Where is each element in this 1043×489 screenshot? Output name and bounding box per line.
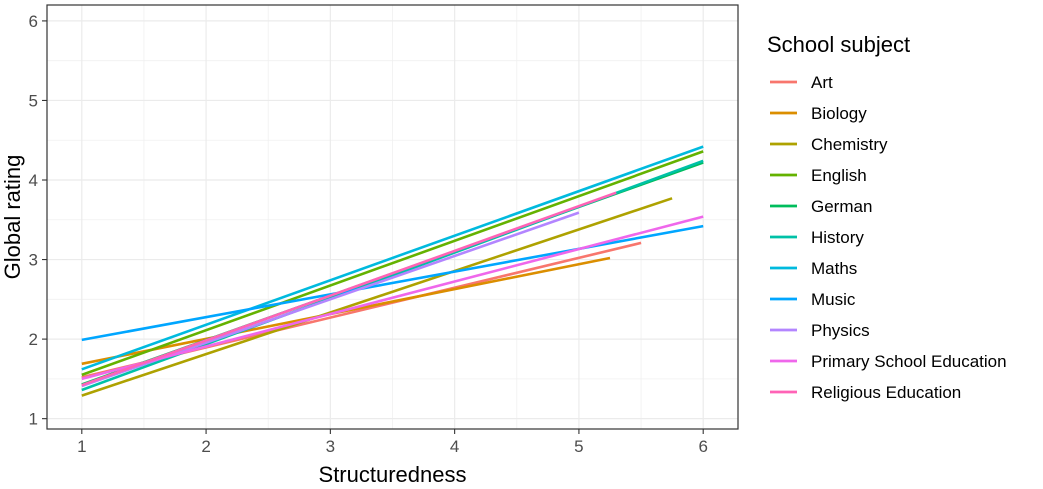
x-tick-label: 3 (326, 437, 335, 456)
y-tick-label: 4 (29, 171, 38, 190)
legend-label-german: German (811, 197, 872, 216)
y-tick-label: 1 (29, 410, 38, 429)
x-axis-title: Structuredness (319, 462, 467, 487)
legend-label-biology: Biology (811, 104, 867, 123)
series-line-english (81, 150, 704, 377)
legend-label-religious-education: Religious Education (811, 383, 961, 402)
plot-border (46, 4, 739, 430)
legend-label-art: Art (811, 73, 833, 92)
series-line-music (81, 224, 704, 342)
y-tick-label: 5 (29, 91, 38, 110)
legend-label-primary-school-education: Primary School Education (811, 352, 1007, 371)
series-lines (81, 145, 704, 397)
x-tick-label: 1 (77, 437, 86, 456)
x-tick-label: 5 (574, 437, 583, 456)
legend-label-physics: Physics (811, 321, 870, 340)
series-line-religious-education (81, 191, 617, 387)
axis-ticks: 1 2 3 4 5 6 1 2 3 4 5 6 (29, 12, 708, 456)
series-line-primary-school-education (81, 215, 704, 381)
x-tick-label: 2 (201, 437, 210, 456)
legend-label-chemistry: Chemistry (811, 135, 888, 154)
legend-label-maths: Maths (811, 259, 857, 278)
y-tick-label: 3 (29, 251, 38, 270)
y-tick-label: 6 (29, 12, 38, 31)
legend-label-music: Music (811, 290, 856, 309)
x-tick-label: 6 (698, 437, 707, 456)
legend: Art Biology Chemistry English German History M… (770, 73, 1007, 402)
y-tick-label: 2 (29, 330, 38, 349)
y-axis-title: Global rating (0, 155, 25, 280)
series-line-maths (81, 145, 704, 371)
legend-label-english: English (811, 166, 867, 185)
x-tick-label: 4 (450, 437, 459, 456)
series-line-chemistry (81, 197, 673, 397)
legend-title: School subject (767, 32, 910, 57)
legend-label-history: History (811, 228, 864, 247)
